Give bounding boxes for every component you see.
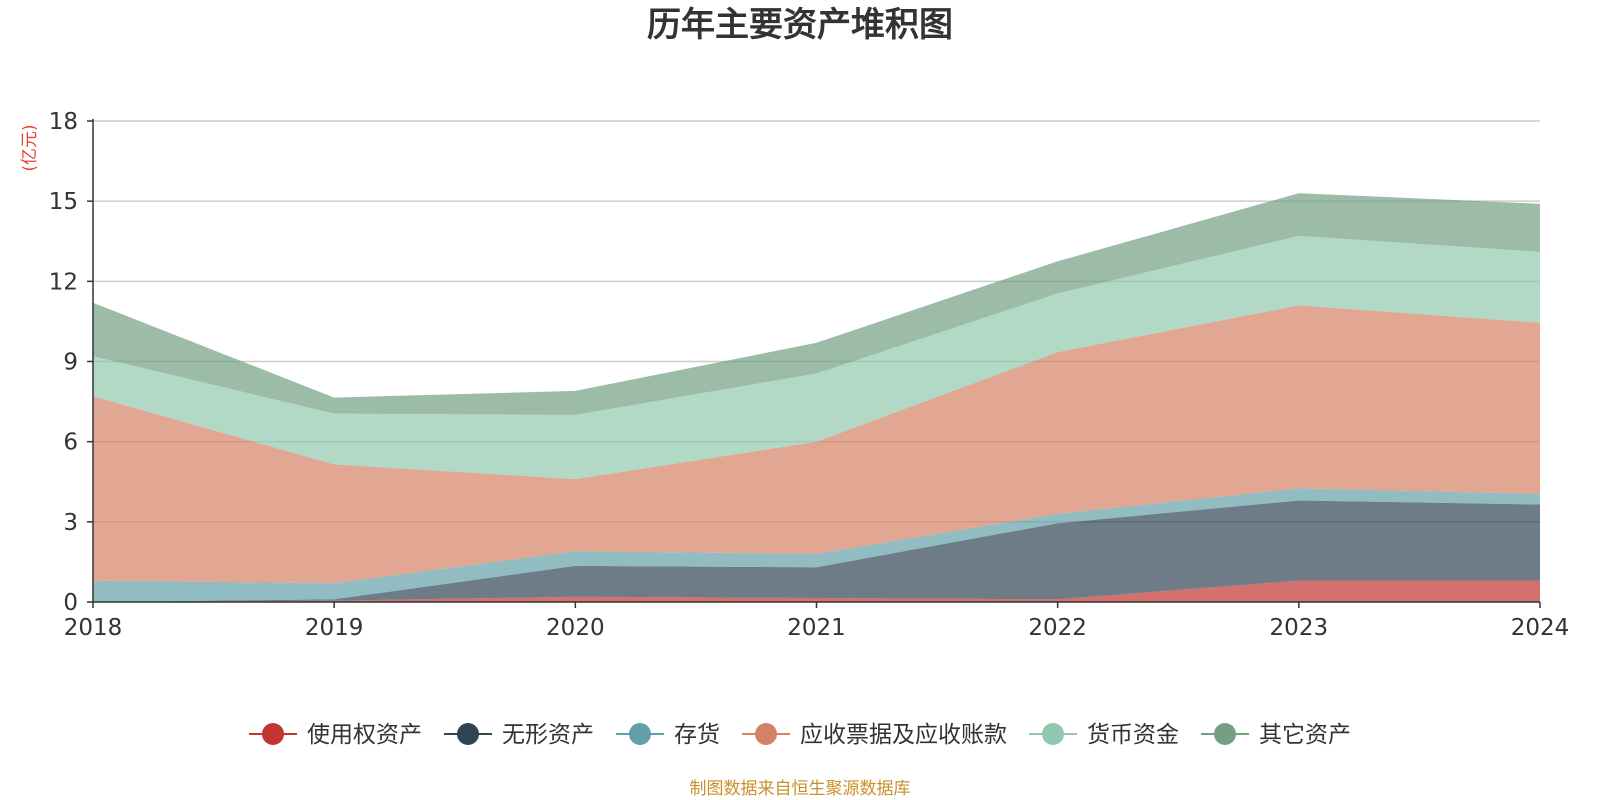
legend-item-6: 其它资产 <box>1201 722 1351 748</box>
y-tick-label-0: 0 <box>63 590 78 616</box>
legend-label-1: 使用权资产 <box>307 722 422 748</box>
y-tick-label-9: 9 <box>63 350 78 376</box>
x-tick-label-2018: 2018 <box>64 615 123 641</box>
area-series-4 <box>93 305 1540 584</box>
x-tick-label-2024: 2024 <box>1511 615 1570 641</box>
x-tick-label-2023: 2023 <box>1270 615 1329 641</box>
y-tick-label-18: 18 <box>49 109 78 135</box>
legend-item-2: 无形资产 <box>444 722 594 748</box>
legend-label-6: 其它资产 <box>1259 722 1351 748</box>
legend-marker-3 <box>629 723 651 745</box>
legend-item-4: 应收票据及应收账款 <box>742 722 1007 748</box>
legend-item-1: 使用权资产 <box>249 722 422 748</box>
area-series-2 <box>93 500 1540 602</box>
x-tick-label-2022: 2022 <box>1028 615 1087 641</box>
y-axis-unit-label: (亿元) <box>20 124 40 171</box>
area-series-1 <box>93 580 1540 602</box>
legend-item-3: 存货 <box>616 722 720 748</box>
legend-marker-1 <box>262 723 284 745</box>
axes: 0 3 6 9 12 15 18 2018 2019 2020 2021 2022 2023 2024 <box>49 109 1570 641</box>
x-tick-label-2021: 2021 <box>787 615 846 641</box>
legend-item-5: 货币资金 <box>1029 722 1179 748</box>
area-series-group <box>93 193 1540 602</box>
x-tick-label-2019: 2019 <box>305 615 364 641</box>
legend-marker-2 <box>457 723 479 745</box>
y-tick-label-15: 15 <box>49 189 78 215</box>
area-series-3 <box>93 488 1540 602</box>
legend-marker-5 <box>1042 723 1064 745</box>
legend-label-3: 存货 <box>674 722 720 748</box>
legend-marker-4 <box>755 723 777 745</box>
y-tick-label-12: 12 <box>49 269 78 295</box>
area-series-6 <box>93 193 1540 415</box>
source-note: 制图数据来自恒生聚源数据库 <box>690 779 911 799</box>
legend-marker-6 <box>1214 723 1236 745</box>
legend-label-2: 无形资产 <box>502 722 594 748</box>
x-tick-label-2020: 2020 <box>546 615 605 641</box>
legend-label-4: 应收票据及应收账款 <box>800 722 1007 748</box>
legend-label-5: 货币资金 <box>1087 722 1179 748</box>
area-series-5 <box>93 235 1540 480</box>
chart-title: 历年主要资产堆积图 <box>647 5 953 45</box>
legend: 使用权资产 无形资产 存货 应收票据及应收账款 货币资金 其它资产 <box>249 722 1351 748</box>
y-tick-label-3: 3 <box>63 510 78 536</box>
y-tick-label-6: 6 <box>63 430 78 456</box>
